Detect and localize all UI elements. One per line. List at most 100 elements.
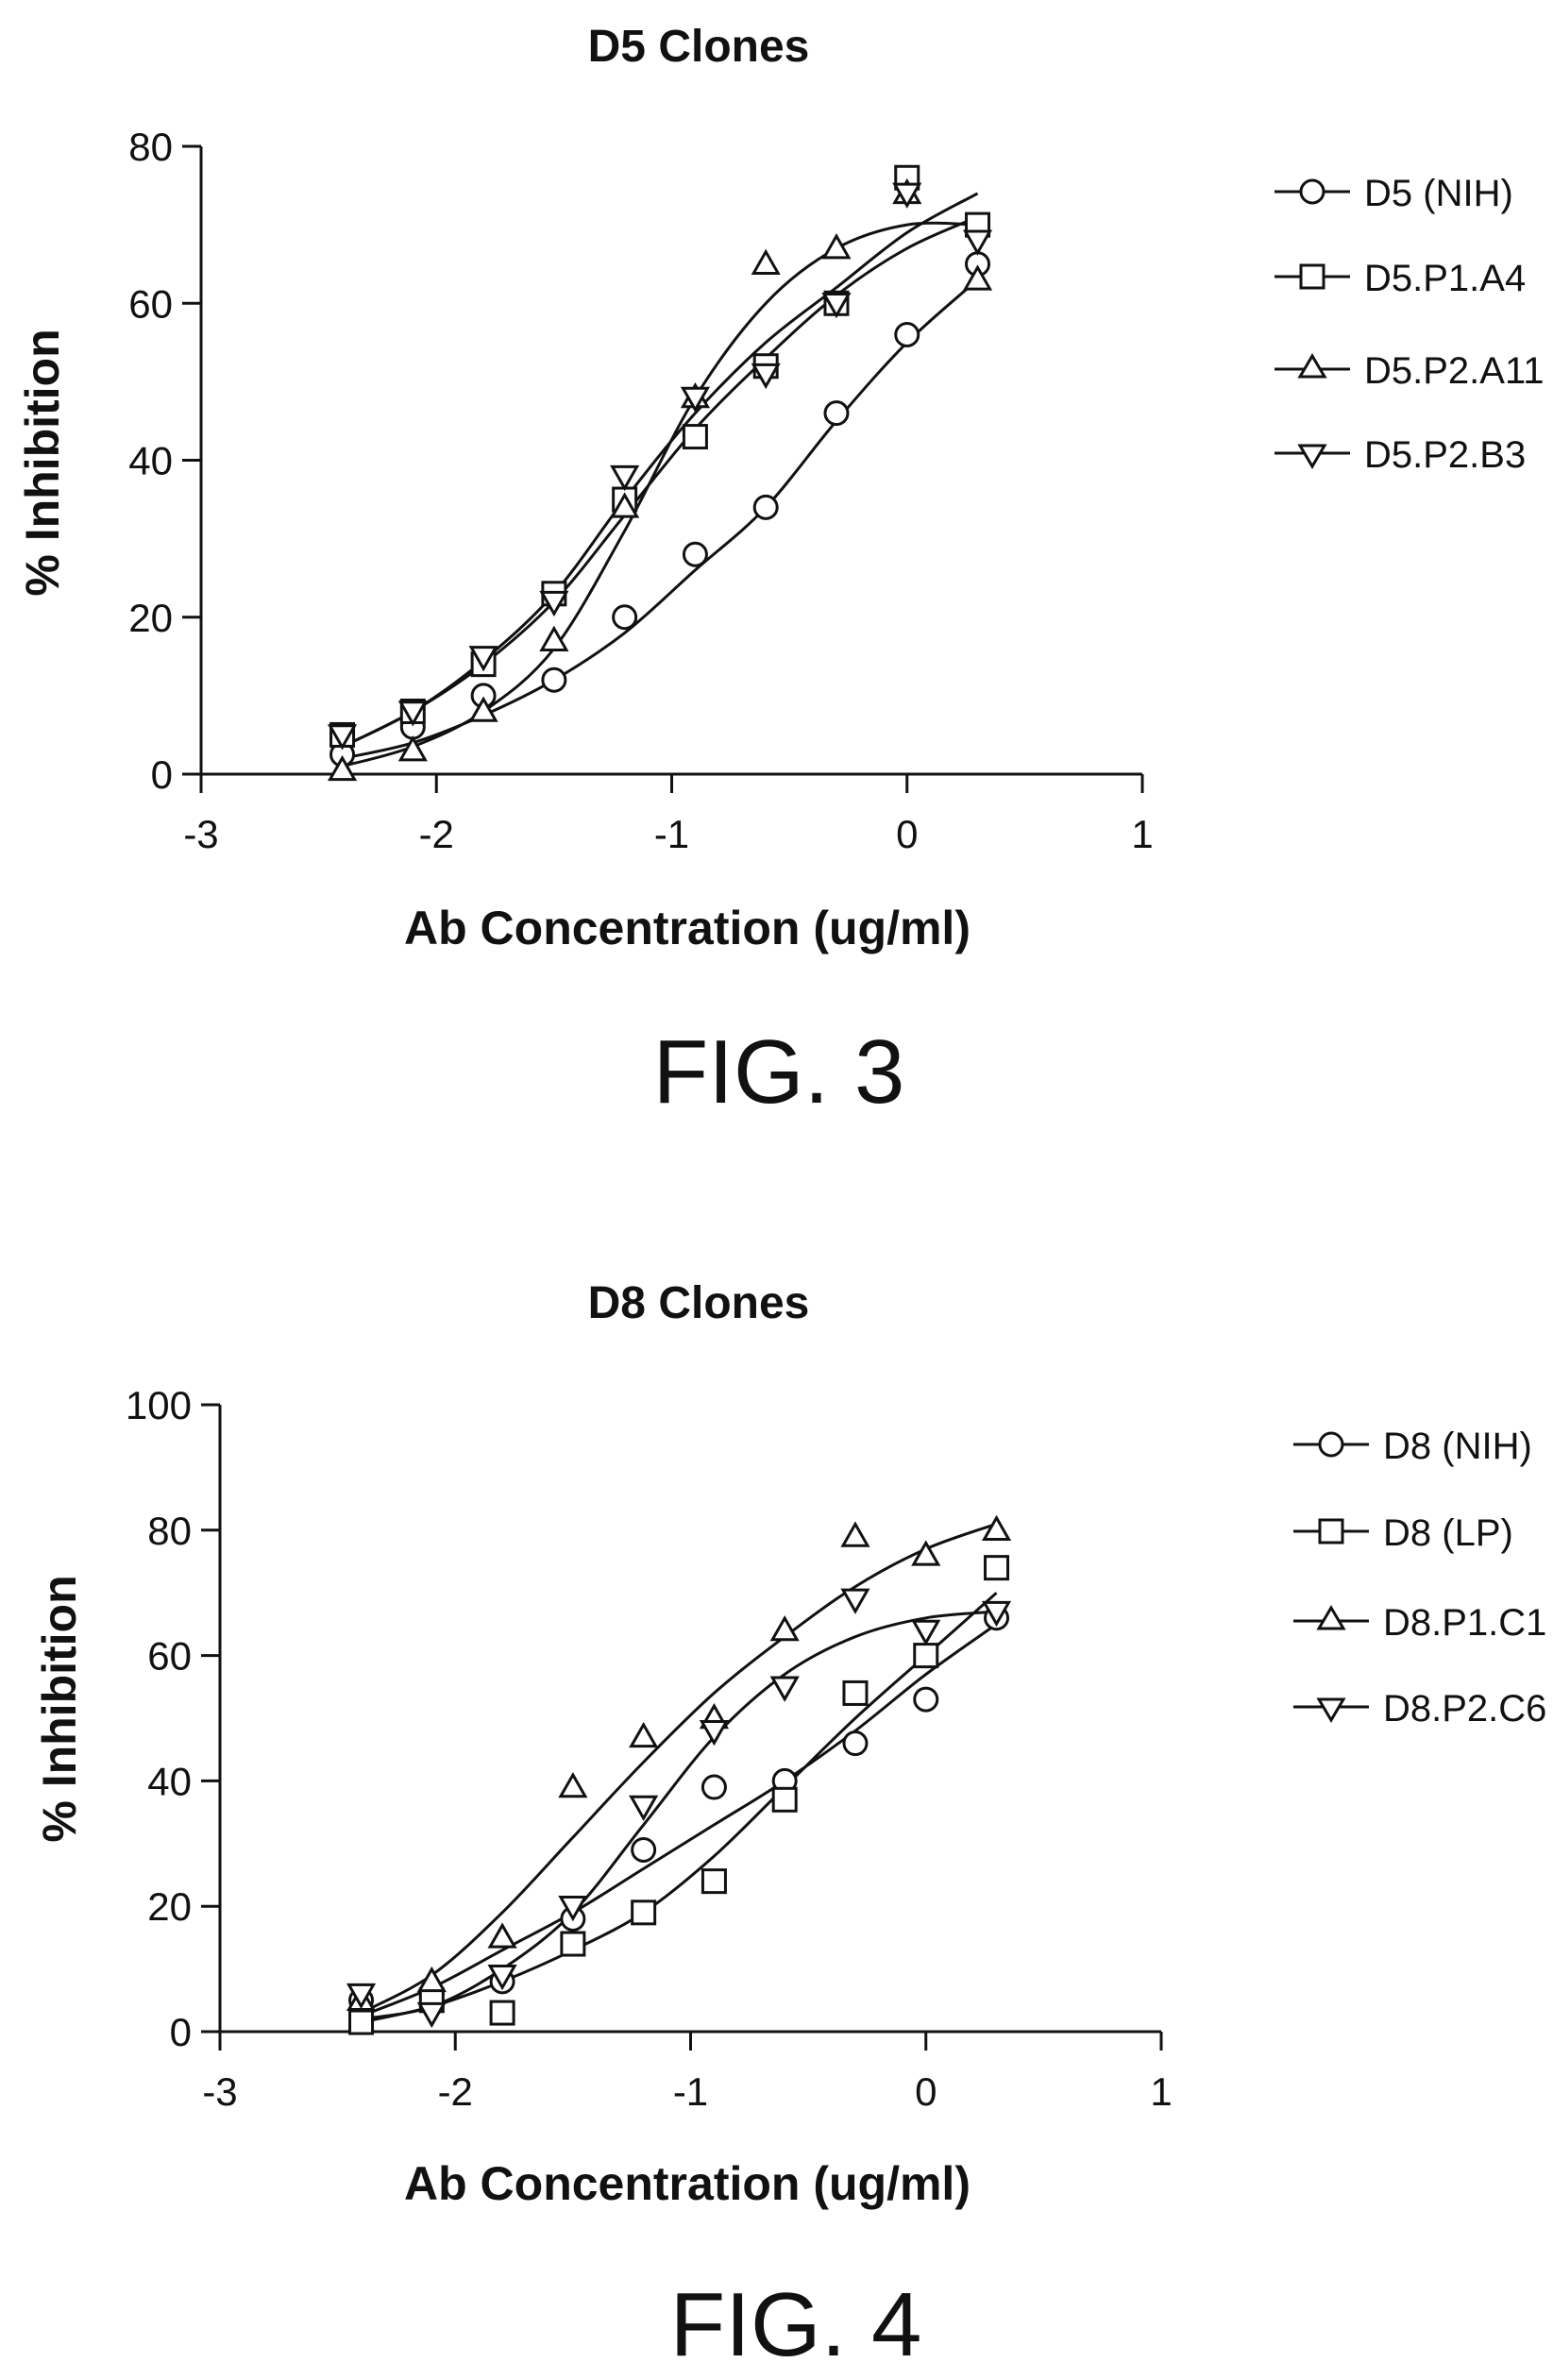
y-tick-label: 0 xyxy=(151,752,173,797)
data-point-triangle-up xyxy=(487,1922,517,1949)
legend-label: D5.P2.A11 xyxy=(1364,350,1545,392)
data-point-circle xyxy=(752,494,779,520)
fit-curve xyxy=(361,1623,998,2017)
fit-curve xyxy=(342,279,979,760)
fit-curve xyxy=(361,1592,998,2024)
legend-marker-square-icon xyxy=(1299,263,1325,290)
y-axis-label: % Inhibition xyxy=(33,1575,86,1842)
data-point-triangle-up xyxy=(821,233,852,260)
legend-marker-square-icon xyxy=(1318,1518,1344,1544)
x-tick-label: 1 xyxy=(1150,2069,1172,2114)
fit-curve xyxy=(341,215,979,749)
chart-title: D5 Clones xyxy=(588,22,810,72)
data-point-triangle-down xyxy=(751,363,781,390)
data-point-square xyxy=(842,1680,869,1706)
data-point-triangle-down xyxy=(539,590,569,617)
data-point-triangle-up xyxy=(840,1521,870,1547)
data-point-square xyxy=(771,1786,798,1813)
data-point-triangle-up xyxy=(981,1514,1012,1542)
legend-marker-triangle-up-icon xyxy=(1316,1605,1346,1630)
legend-item: D5.P2.B3 xyxy=(1274,434,1526,476)
data-point-triangle-down xyxy=(821,293,852,319)
data-point-triangle-down xyxy=(416,2001,447,2029)
x-tick-label: 0 xyxy=(915,2069,937,2114)
x-tick-label: -1 xyxy=(654,812,689,856)
data-point-triangle-up xyxy=(327,754,358,782)
data-point-circle xyxy=(612,604,638,631)
data-point-triangle-down xyxy=(468,646,498,672)
y-tick-label: 40 xyxy=(128,439,173,483)
figure-caption: FIG. 4 xyxy=(670,2274,922,2375)
legend-label: D5 (NIH) xyxy=(1364,173,1513,214)
data-point-circle xyxy=(682,541,708,567)
fit-curve xyxy=(361,1610,997,2021)
data-point-square xyxy=(631,1899,657,1926)
y-tick-label: 100 xyxy=(126,1383,192,1427)
data-point-square xyxy=(682,424,708,450)
data-point-triangle-up xyxy=(911,1540,941,1566)
fit-curve xyxy=(342,221,978,768)
legend-item: D5 (NIH) xyxy=(1274,173,1513,214)
legend-label: D8 (LP) xyxy=(1383,1512,1513,1554)
legend-marker-triangle-down-icon xyxy=(1297,444,1327,469)
legend-marker-triangle-down-icon xyxy=(1316,1697,1346,1723)
x-tick-label: -3 xyxy=(183,812,218,856)
legend-label: D5.P1.A4 xyxy=(1364,258,1526,299)
legend-item: D5.P2.A11 xyxy=(1274,350,1545,392)
x-tick-label: -3 xyxy=(202,2069,237,2114)
legend-label: D8.P1.C1 xyxy=(1383,1602,1546,1644)
legend-marker-triangle-up-icon xyxy=(1297,353,1327,379)
data-point-triangle-down xyxy=(487,1964,517,1991)
data-point-triangle-up xyxy=(751,248,781,275)
x-tick-label: -1 xyxy=(673,2069,708,2114)
x-tick-label: 1 xyxy=(1131,812,1153,856)
legend-marker-circle-icon xyxy=(1299,178,1325,205)
x-axis-label: Ab Concentration (ug/ml) xyxy=(404,2157,971,2210)
data-point-square xyxy=(348,2009,375,2035)
y-tick-label: 40 xyxy=(147,1759,192,1803)
x-axis-label: Ab Concentration (ug/ml) xyxy=(404,902,971,954)
legend: D8 (NIH) D8 (LP) D8.P1.C1 D8.P2.C6 xyxy=(1293,1426,1546,1730)
data-point-triangle-down xyxy=(610,464,640,492)
data-point-triangle-up xyxy=(468,696,498,722)
data-point-circle xyxy=(894,322,920,347)
data-point-square xyxy=(984,1555,1010,1581)
data-point-triangle-up xyxy=(416,1966,447,1993)
data-point-square xyxy=(560,1931,586,1957)
data-point-triangle-up xyxy=(397,735,428,762)
legend-item: D8.P1.C1 xyxy=(1293,1602,1546,1644)
legend-item: D5.P1.A4 xyxy=(1274,258,1526,299)
legend-label: D8 (NIH) xyxy=(1383,1426,1532,1467)
data-point-circle xyxy=(701,1774,727,1800)
data-point-triangle-down xyxy=(699,1720,730,1747)
fit-curve xyxy=(341,192,979,749)
y-axis-label: % Inhibition xyxy=(16,329,69,596)
legend-item: D8.P2.C6 xyxy=(1293,1688,1546,1730)
x-tick-label: -2 xyxy=(419,812,454,856)
data-point-triangle-down xyxy=(962,229,993,256)
data-point-triangle-down xyxy=(840,1588,870,1614)
chart-title: D8 Clones xyxy=(588,1278,810,1328)
y-tick-label: 20 xyxy=(128,596,173,640)
data-point-triangle-up xyxy=(769,1615,800,1642)
data-point-triangle-down xyxy=(911,1619,941,1646)
data-point-triangle-down xyxy=(629,1795,659,1821)
data-point-triangle-down xyxy=(346,1983,377,2010)
data-point-circle xyxy=(541,667,567,693)
data-point-triangle-up xyxy=(558,1772,588,1798)
legend-item: D8 (LP) xyxy=(1293,1512,1513,1554)
y-tick-label: 60 xyxy=(147,1634,192,1679)
legend-item: D8 (NIH) xyxy=(1293,1426,1532,1467)
data-point-triangle-down xyxy=(769,1676,800,1702)
data-point-circle xyxy=(913,1686,939,1713)
data-point-square xyxy=(913,1643,939,1669)
data-point-circle xyxy=(842,1730,869,1757)
data-point-triangle-down xyxy=(680,386,711,414)
data-point-triangle-down xyxy=(892,182,922,209)
y-tick-label: 80 xyxy=(128,125,173,169)
y-tick-label: 80 xyxy=(147,1509,192,1553)
legend: D5 (NIH) D5.P1.A4 D5.P2.A11 D5.P2.B3 xyxy=(1274,173,1545,476)
